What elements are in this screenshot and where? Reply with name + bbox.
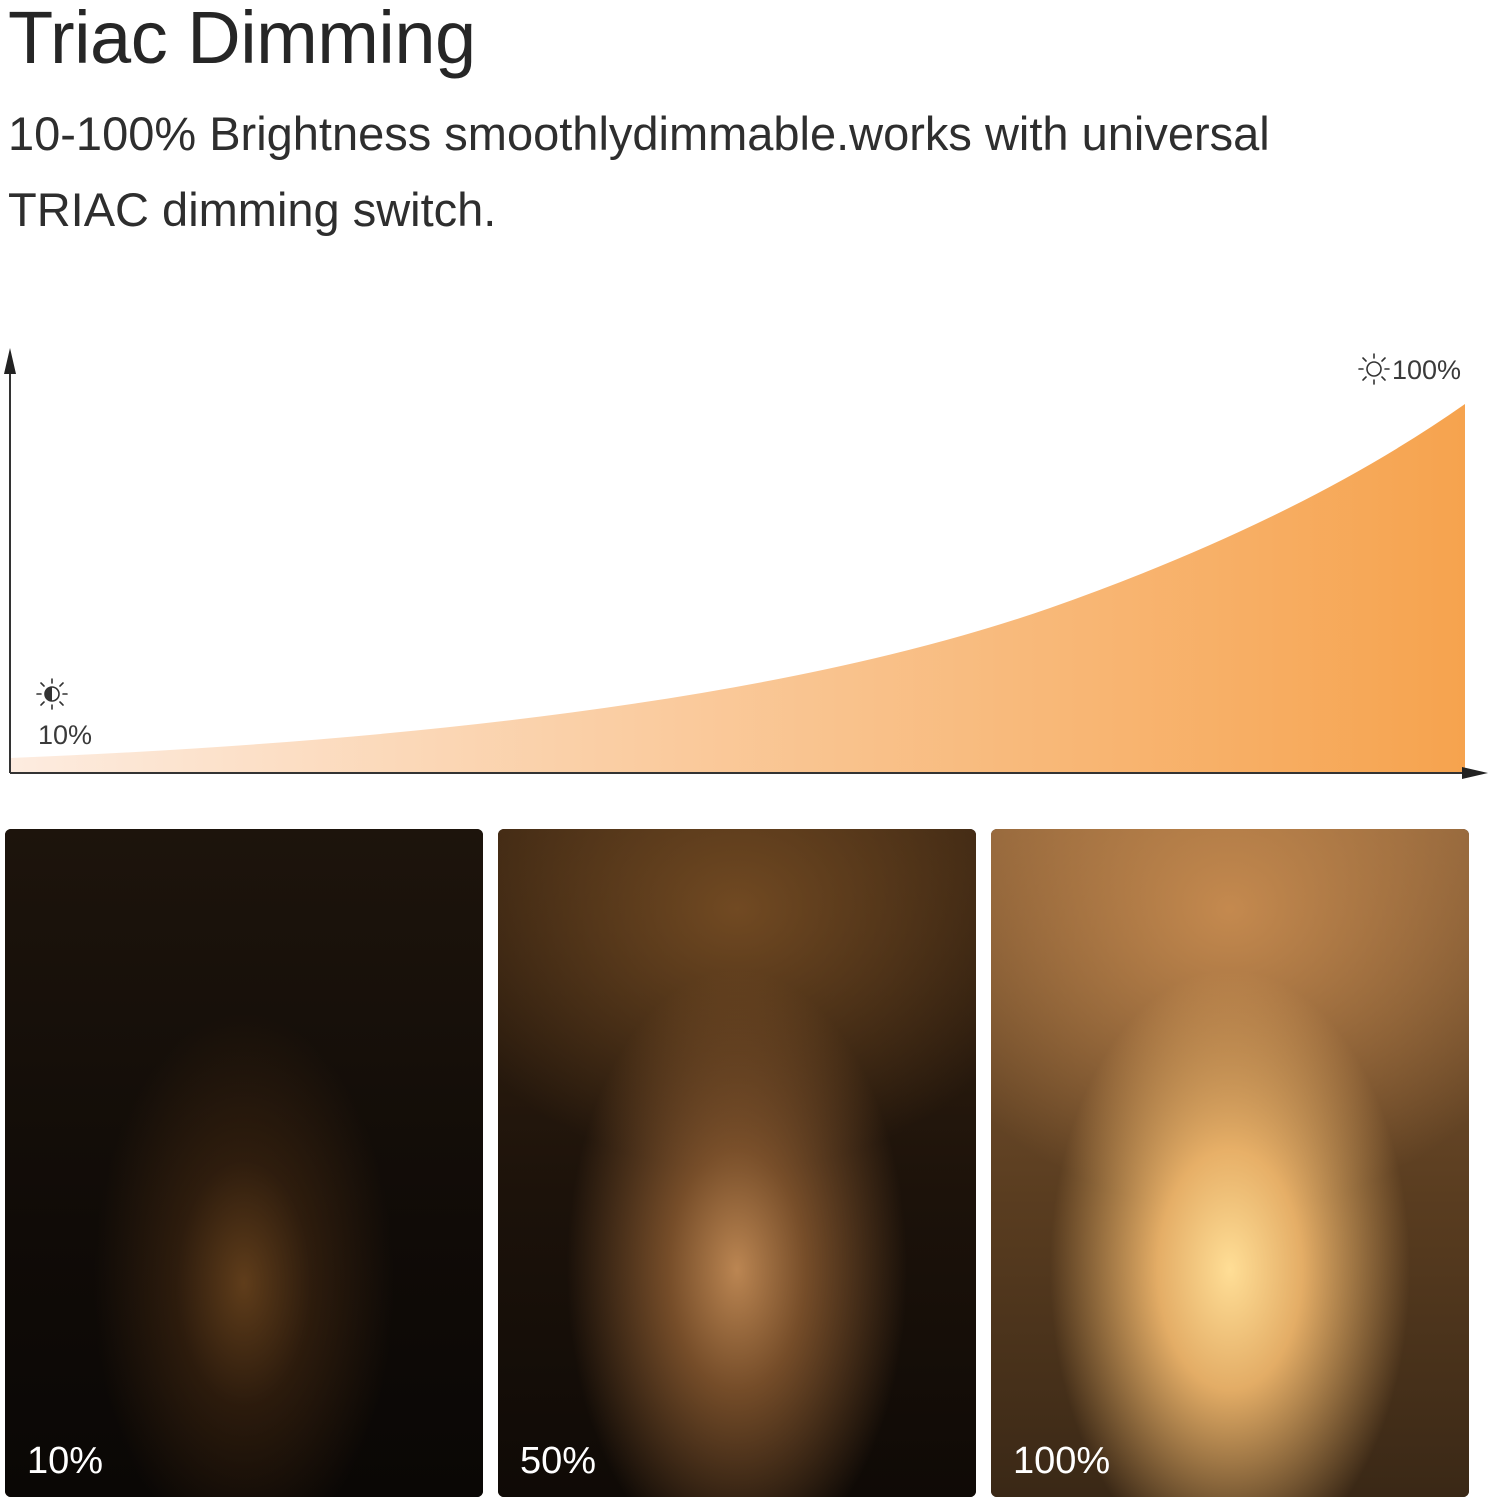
start-label: 10% [38,720,92,750]
brightness-curve: 10% 100% [0,340,1489,790]
brightness-curve-graphic: 10% 100% [4,348,1488,779]
y-axis-arrow [4,348,16,374]
x-axis-arrow [1462,767,1488,779]
sample-label: 100% [1013,1440,1111,1482]
sample-label: 10% [27,1440,104,1482]
sample-panel-50: 50% [498,829,976,1497]
brightness-area [10,404,1465,773]
light-beam-50 [498,829,976,1497]
light-beam-100 [991,829,1469,1497]
sample-panel-10: 10% [5,829,483,1497]
half-sun-icon [36,678,68,710]
sample-label: 50% [520,1440,597,1482]
sample-panel-100: 100% [991,829,1469,1497]
page-title: Triac Dimming [8,0,476,79]
subtitle-line-1: 10-100% Brightness smoothlydimmable.work… [8,107,1270,160]
page-subtitle: 10-100% Brightness smoothlydimmable.work… [8,96,1408,248]
light-beam-10 [5,829,483,1497]
subtitle-line-2: TRIAC dimming switch. [8,183,497,236]
sun-icon [1358,353,1390,385]
brightness-samples: 10% 50% 100% [0,829,1489,1497]
end-label: 100% [1392,355,1461,385]
